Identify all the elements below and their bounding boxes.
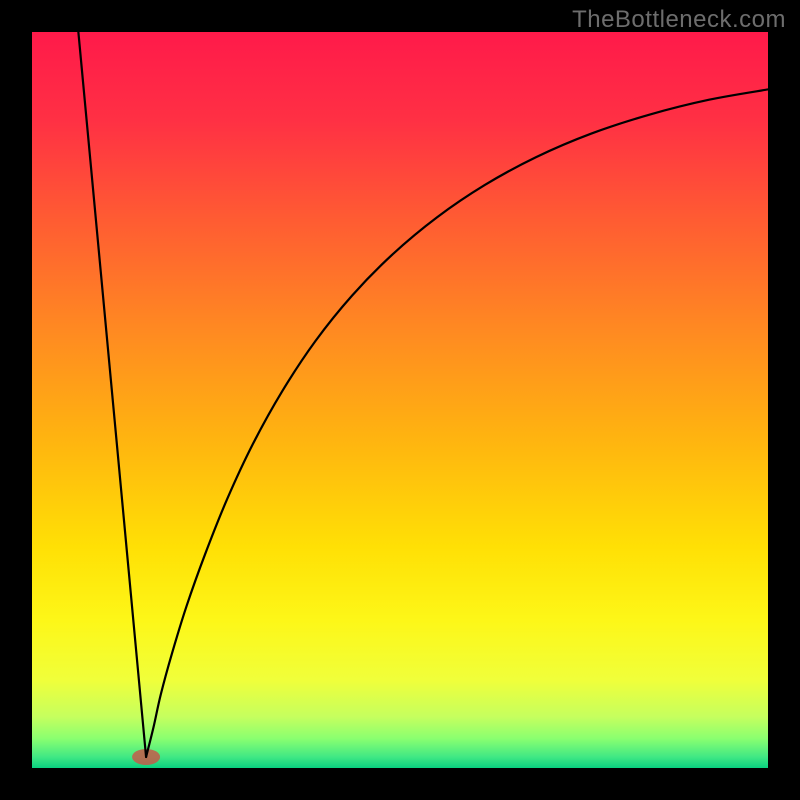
gradient-background (32, 32, 768, 768)
chart-container: { "watermark": { "text": "TheBottleneck.… (0, 0, 800, 800)
chart-svg (0, 0, 800, 800)
watermark-text: TheBottleneck.com (572, 6, 786, 34)
plot-area (32, 32, 768, 768)
